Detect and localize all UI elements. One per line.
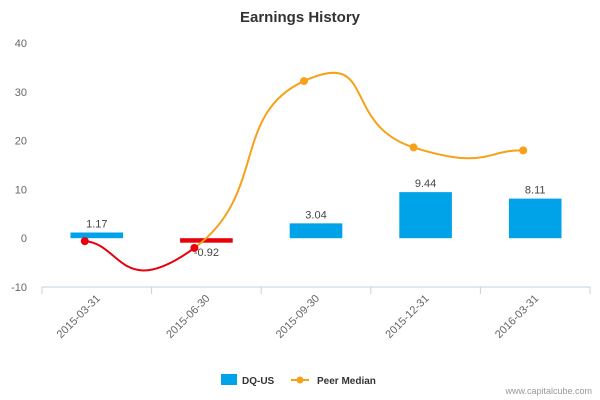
x-tick-label: 2016-03-31 [493,293,541,341]
x-tick-label: 2015-03-31 [55,293,103,341]
line-point [519,146,528,155]
y-tick-label: 10 [15,184,27,196]
peer-median-line-negative [84,240,195,272]
x-tick-label: 2015-06-30 [164,293,212,341]
line-point [409,143,418,152]
legend-label-peer-median: Peer Median [317,376,376,387]
data-label: 8.11 [525,185,546,197]
chart-title: Earnings History [240,9,361,26]
y-tick-label: 0 [21,233,27,245]
y-tick-label: -10 [11,282,27,294]
line-point [190,243,199,252]
bar [289,223,343,239]
x-tick-label: 2015-09-30 [274,293,322,341]
data-labels: 1.17 -0.92 3.04 9.44 8.11 [86,178,545,259]
credit-text: www.capitalcube.com [504,386,592,396]
y-tick-label: 20 [15,136,27,148]
line-series [80,71,528,272]
y-tick-label: 30 [15,87,27,99]
data-label: 9.44 [415,178,436,190]
legend[interactable]: DQ-US Peer Median [221,374,376,387]
bar [508,198,562,239]
legend-swatch-dq-us [221,374,237,385]
legend-label-dq-us: DQ-US [242,376,275,387]
data-label: -0.92 [194,247,219,259]
peer-median-line [193,71,524,249]
bar [70,232,124,239]
data-label: 3.04 [305,209,326,221]
y-tick-label: 40 [15,38,27,50]
line-point [80,237,89,246]
bar [180,238,233,243]
x-tick-label: 2015-12-31 [383,293,431,341]
legend-swatch-marker [296,376,304,384]
bar-series [70,192,562,243]
line-point [300,77,308,86]
bar [399,192,452,239]
data-label: 1.17 [86,218,107,230]
